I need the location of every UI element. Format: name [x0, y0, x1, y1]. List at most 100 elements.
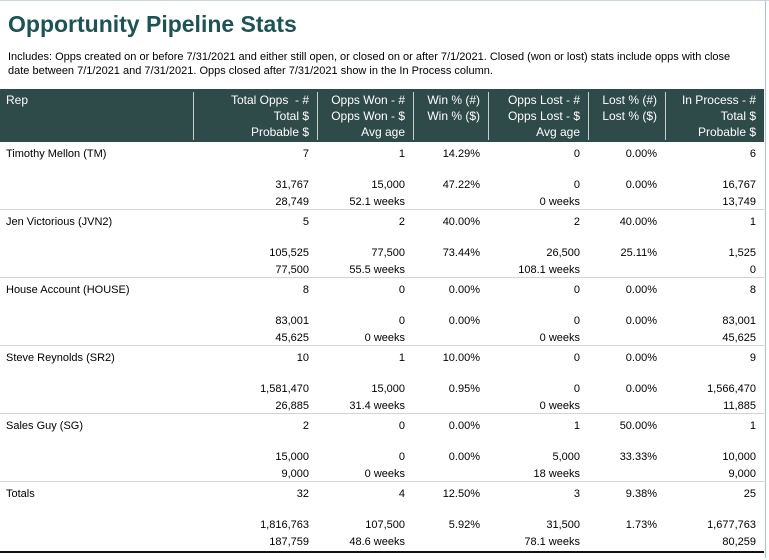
- cell-opps-won: 1 15,000 31.4 weeks: [317, 351, 413, 413]
- cell-value: [413, 399, 480, 413]
- rep-name: Sales Guy (SG): [6, 420, 84, 432]
- cell-value: [413, 195, 480, 209]
- table-row: House Account (HOUSE) 8 83,001 45,625 0 …: [0, 278, 764, 346]
- cell-value: [413, 535, 480, 549]
- cell-value: 0: [573, 383, 580, 395]
- cell-win-pct: 14.29% 47.22%: [413, 147, 488, 209]
- cell-rep: Timothy Mellon (TM): [0, 147, 193, 209]
- header-label: Probable $: [697, 125, 756, 139]
- header-label: Total $: [273, 109, 309, 123]
- header-label: Probable $: [250, 125, 309, 139]
- report-description: Includes: Opps created on or before 7/31…: [8, 51, 731, 77]
- cell-value: 0.00%: [625, 352, 657, 364]
- cell-value: 15,000: [275, 451, 309, 463]
- cell-value: 0: [573, 148, 580, 160]
- cell-value: 0: [398, 451, 405, 463]
- cell-value: 55.5 weeks: [349, 264, 405, 276]
- cell-value: 26,885: [275, 400, 309, 412]
- cell-value: 50.00%: [619, 420, 657, 432]
- header-label: Win % (#): [427, 93, 480, 107]
- cell-value: 0 weeks: [364, 468, 405, 480]
- cell-value: 26,500: [546, 247, 580, 259]
- cell-value: 108.1 weeks: [518, 264, 580, 276]
- table-row: Steve Reynolds (SR2) 10 1,581,470 26,885…: [0, 346, 764, 414]
- cell-value: [588, 535, 657, 549]
- cell-value: 12.50%: [442, 488, 480, 500]
- cell-lost-pct: 9.38% 1.73%: [588, 487, 665, 549]
- cell-value: 47.22%: [442, 179, 480, 191]
- cell-win-pct: 0.00% 0.00%: [413, 283, 488, 345]
- cell-value: 31.4 weeks: [349, 400, 405, 412]
- cell-value: 83,001: [275, 315, 309, 327]
- cell-lost-pct: 40.00% 25.11%: [588, 215, 665, 277]
- cell-value: 8: [749, 284, 756, 296]
- cell-value: 4: [398, 488, 405, 500]
- cell-value: 1: [749, 216, 756, 228]
- cell-value: 0.00%: [448, 420, 480, 432]
- cell-value: 0: [573, 315, 580, 327]
- cell-value: 0.00%: [625, 284, 657, 296]
- header-label: Avg age: [361, 125, 405, 139]
- header-label: Win % ($): [427, 109, 480, 123]
- cell-in-process: 9 1,566,470 11,885: [665, 351, 764, 413]
- cell-value: 10: [296, 352, 309, 364]
- cell-value: 78.1 weeks: [524, 536, 580, 548]
- cell-value: 1,525: [728, 247, 756, 259]
- rep-name: Timothy Mellon (TM): [6, 148, 107, 160]
- cell-win-pct: 10.00% 0.95%: [413, 351, 488, 413]
- cell-value: 0.00%: [448, 451, 480, 463]
- cell-rep: Totals: [0, 487, 193, 549]
- cell-value: 187,759: [269, 536, 309, 548]
- cell-value: [588, 399, 657, 413]
- cell-value: 9.38%: [625, 488, 657, 500]
- cell-opps-won: 0 0 0 weeks: [317, 283, 413, 345]
- rep-name: Jen Victorious (JVN2): [6, 216, 113, 228]
- cell-value: 0.00%: [448, 315, 480, 327]
- cell-value: 45,625: [722, 332, 756, 344]
- cell-total-opps: 7 31,767 28,749: [193, 147, 317, 209]
- header-label: Opps Won - #: [331, 93, 405, 107]
- cell-opps-won: 2 77,500 55.5 weeks: [317, 215, 413, 277]
- cell-win-pct: 40.00% 73.44%: [413, 215, 488, 277]
- cell-value: 0.00%: [625, 179, 657, 191]
- cell-rep: Jen Victorious (JVN2): [0, 215, 193, 277]
- header-label: Opps Lost - $: [507, 109, 580, 123]
- cell-value: 13,749: [722, 196, 756, 208]
- cell-value: 1,816,763: [260, 519, 309, 531]
- cell-opps-won: 1 15,000 52.1 weeks: [317, 147, 413, 209]
- cell-value: [588, 263, 657, 277]
- cell-value: 11,885: [723, 400, 756, 412]
- cell-opps-lost: 3 31,500 78.1 weeks: [488, 487, 588, 549]
- cell-opps-lost: 0 0 0 weeks: [488, 351, 588, 413]
- rep-name: Steve Reynolds (SR2): [6, 352, 115, 364]
- cell-value: 5: [302, 216, 309, 228]
- cell-value: 0: [573, 352, 580, 364]
- header-label: In Process - #: [681, 93, 756, 107]
- cell-value: 9: [749, 352, 756, 364]
- rep-name: House Account (HOUSE): [6, 284, 130, 296]
- table-row: Jen Victorious (JVN2) 5 105,525 77,500 2…: [0, 210, 764, 278]
- cell-value: 80,259: [722, 536, 756, 548]
- header-cell-opps-lost: Opps Lost - # Opps Lost - $ Avg age: [488, 92, 588, 140]
- header-label: Avg age: [536, 125, 580, 139]
- header-label: Total Opps - #: [230, 93, 309, 107]
- cell-value: 0 weeks: [364, 332, 405, 344]
- cell-value: 33.33%: [619, 451, 657, 463]
- cell-rep: House Account (HOUSE): [0, 283, 193, 345]
- cell-rep: Steve Reynolds (SR2): [0, 351, 193, 413]
- cell-value: 0 weeks: [539, 400, 580, 412]
- cell-value: 25: [743, 488, 756, 500]
- cell-value: 73.44%: [442, 247, 480, 259]
- cell-total-opps: 32 1,816,763 187,759: [193, 487, 317, 549]
- header-label: [414, 124, 480, 140]
- cell-value: 5.92%: [448, 519, 480, 531]
- cell-total-opps: 5 105,525 77,500: [193, 215, 317, 277]
- cell-value: 2: [398, 216, 405, 228]
- stats-table: Rep Total Opps - # Total $ Probable $ Op…: [0, 89, 764, 553]
- cell-value: 1: [749, 420, 756, 432]
- totals-label: Totals: [6, 488, 35, 500]
- cell-opps-lost: 1 5,000 18 weeks: [488, 419, 588, 481]
- cell-value: 1,677,763: [707, 519, 756, 531]
- cell-value: 0.00%: [625, 148, 657, 160]
- cell-value: 107,500: [365, 519, 405, 531]
